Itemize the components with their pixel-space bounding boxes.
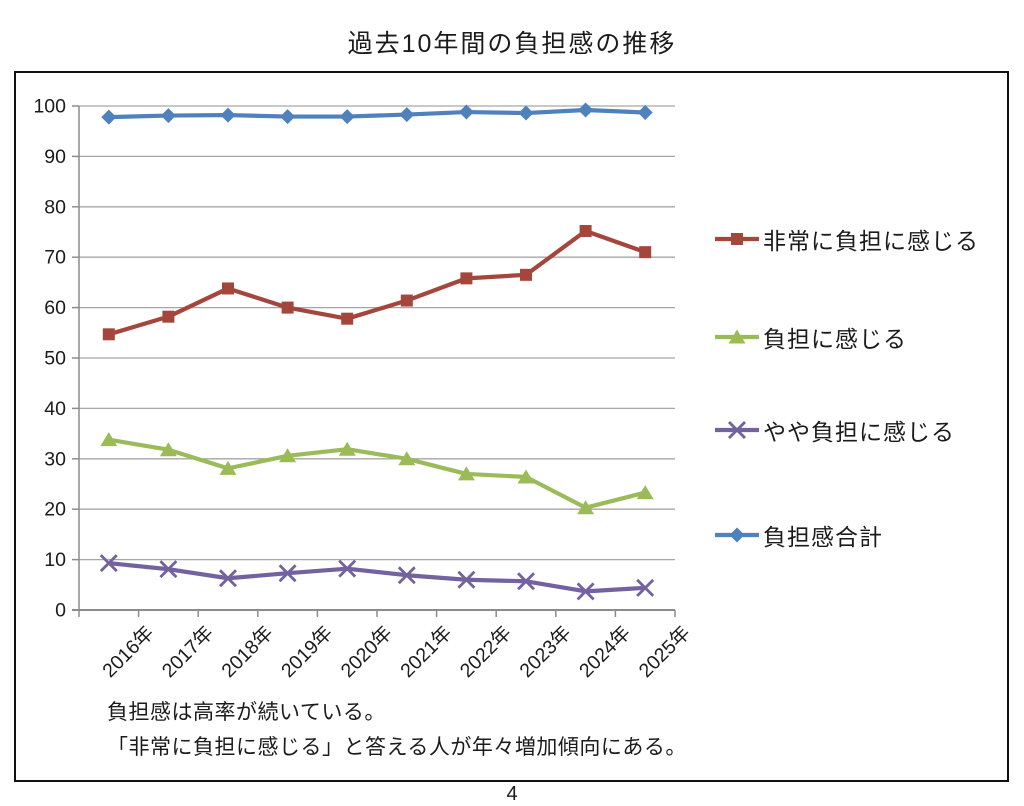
series-line <box>108 107 646 120</box>
series-marker <box>639 246 652 259</box>
series-marker <box>101 109 117 125</box>
series-marker <box>398 451 416 466</box>
legend-item: やや負担に感じる <box>714 414 955 446</box>
series-marker <box>637 105 653 121</box>
series-marker <box>341 312 354 325</box>
x-axis-label: 2022年 <box>456 622 516 682</box>
series-marker <box>159 560 178 579</box>
y-axis-label: 50 <box>44 348 66 370</box>
series-marker <box>219 569 237 588</box>
series-marker <box>397 566 416 585</box>
series-marker <box>222 282 234 295</box>
legend-item: 非常に負担に感じる <box>714 223 979 255</box>
series-marker <box>457 570 476 589</box>
y-axis-label: 100 <box>33 96 66 118</box>
series-marker <box>457 466 475 481</box>
x-axis-label: 2025年 <box>635 622 695 682</box>
series-line <box>108 437 646 510</box>
y-axis-label: 0 <box>55 600 66 622</box>
plot-area: 0 10 20 30 40 50 60 70 80 90 100 2016年 2017年 2018年 201… <box>33 96 695 683</box>
y-axis-label: 80 <box>44 196 66 218</box>
series-line <box>108 228 646 337</box>
series-marker <box>160 108 176 124</box>
legend-label: 負担感合計 <box>763 524 883 550</box>
y-axis-label: 20 <box>44 499 66 521</box>
series-marker <box>278 564 297 583</box>
series-marker <box>579 224 592 237</box>
series-marker <box>162 310 175 323</box>
series-marker <box>517 572 535 591</box>
series-marker <box>576 582 595 601</box>
series-marker <box>159 442 177 457</box>
legend-marker <box>715 233 759 245</box>
legend-marker <box>715 527 759 543</box>
chart-title: 過去10年間の負担感の推移 <box>347 30 677 58</box>
series-marker <box>219 460 237 475</box>
chart-frame: 0 10 20 30 40 50 60 70 80 90 100 2016年 2017年 2018年 201… <box>14 71 1009 782</box>
series-marker <box>520 268 532 281</box>
x-axis-label: 2018年 <box>218 622 278 682</box>
y-axis-label: 10 <box>44 549 66 571</box>
annotation-line-1: 負担感は高率が続いている。 <box>107 701 386 724</box>
x-axis-label: 2019年 <box>277 622 337 682</box>
series-marker <box>99 554 118 573</box>
series-marker <box>339 109 355 125</box>
series-marker <box>220 107 236 123</box>
legend-label: やや負担に感じる <box>763 419 955 445</box>
series-marker <box>578 102 594 118</box>
series-marker <box>400 294 413 307</box>
annotation-line-2: 「非常に負担に感じる」と答える人が年々増加傾向にある。 <box>107 736 687 759</box>
x-axis-label: 2017年 <box>158 622 218 682</box>
y-axis-label: 90 <box>44 146 66 168</box>
legend-marker <box>715 329 759 344</box>
series-marker <box>577 500 595 515</box>
series-marker <box>636 485 654 500</box>
series-marker <box>279 448 297 463</box>
series-marker <box>460 272 473 285</box>
x-axis-label: 2020年 <box>337 622 397 682</box>
x-axis-label: 2024年 <box>575 622 635 682</box>
series-marker <box>518 105 534 121</box>
series-marker <box>280 109 296 125</box>
y-axis-label: 30 <box>44 448 66 470</box>
series-marker <box>281 301 294 314</box>
y-axis-label: 70 <box>44 247 66 269</box>
x-axis-label: 2016年 <box>98 622 158 682</box>
legend-item: 負担に感じる <box>714 321 907 353</box>
legend-label: 非常に負担に感じる <box>763 228 979 254</box>
series-marker <box>636 578 655 597</box>
y-axis-label: 40 <box>44 398 66 420</box>
legend-item: 負担感合計 <box>714 519 883 551</box>
x-axis-label: 2023年 <box>516 622 576 682</box>
series-marker <box>338 559 357 578</box>
legend-marker <box>715 421 759 439</box>
series-marker <box>458 104 474 120</box>
series-line <box>108 561 646 594</box>
y-axis-label: 60 <box>44 297 66 319</box>
page-number: 4 <box>506 783 518 805</box>
legend-label: 負担に感じる <box>763 326 907 352</box>
chart-legend: 非常に負担に感じる 負担に感じるやや負担に感じる 負担感合計 <box>714 73 1004 673</box>
series-marker <box>399 107 415 123</box>
chart-annotation: 負担感は高率が続いている。 「非常に負担に感じる」と答える人が年々増加傾向にある… <box>107 695 687 765</box>
series-marker <box>102 328 115 341</box>
series-marker <box>100 432 118 447</box>
series-marker <box>517 469 535 484</box>
x-axis-label: 2021年 <box>396 622 456 682</box>
series-marker <box>338 441 356 456</box>
